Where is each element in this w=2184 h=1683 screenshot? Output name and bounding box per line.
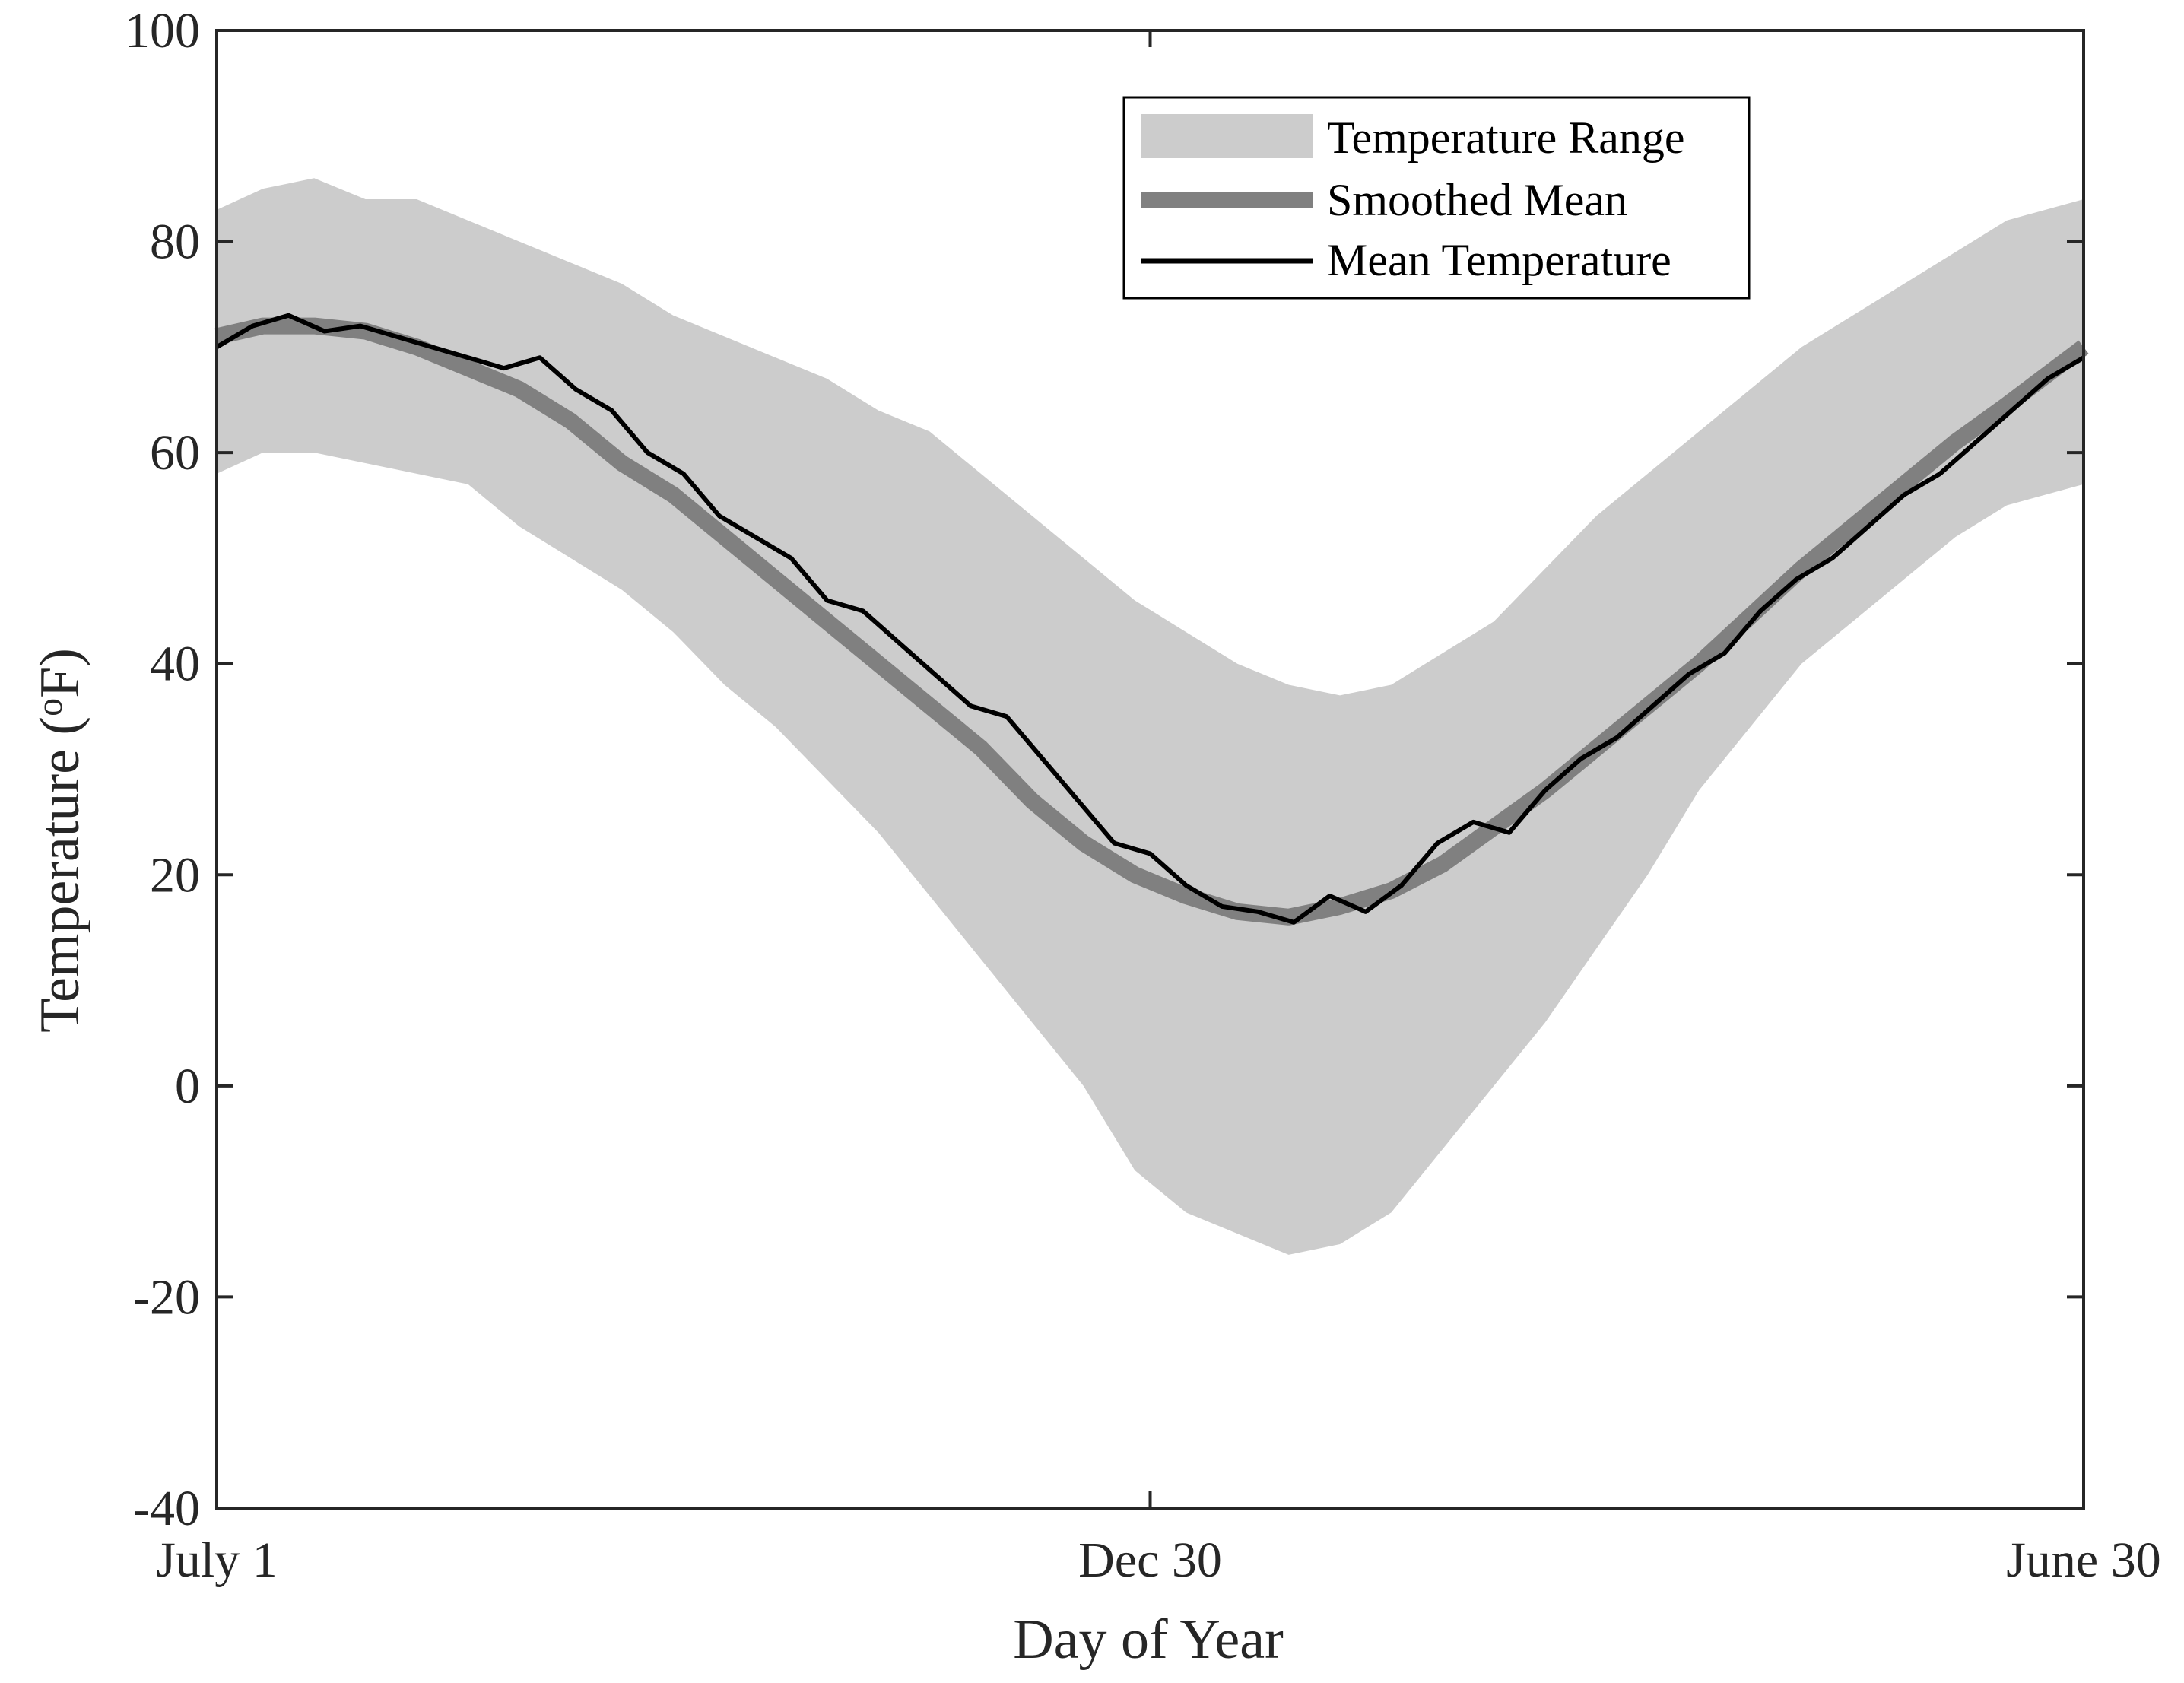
mean-temperature-line: [215, 313, 2085, 925]
legend-swatch-range: [1141, 114, 1313, 158]
x-tick-label: July 1: [156, 1532, 278, 1588]
legend-label-smoothed: Smoothed Mean: [1327, 175, 1627, 225]
x-tick-label: June 30: [2006, 1532, 2160, 1588]
y-axis-title-unit: F): [29, 648, 91, 698]
y-tick-label: 40: [150, 637, 200, 692]
y-tick-label: 0: [175, 1059, 200, 1114]
smoothed-mean-line: [214, 317, 2089, 926]
y-tick-label: 80: [150, 214, 200, 270]
y-tick-label: 60: [150, 425, 200, 481]
temperature-range-band: [217, 178, 2084, 1255]
y-tick-label: -20: [133, 1269, 200, 1325]
y-axis-title-main: Temperature (: [29, 716, 91, 1033]
y-axis-ticks: -40 -20 0 20 40 60 80 100: [125, 3, 2084, 1536]
legend-swatch-smoothed: [1141, 192, 1313, 208]
y-tick-label: -40: [133, 1481, 200, 1536]
legend: Temperature Range Smoothed Mean Mean Tem…: [1122, 96, 1751, 300]
y-axis-title: Temperature (oF): [29, 648, 91, 1033]
plot-area: [214, 178, 2089, 1255]
x-tick-label: Dec 30: [1078, 1532, 1222, 1588]
y-tick-label: 20: [150, 847, 200, 903]
x-axis-title: Day of Year: [1013, 1608, 1284, 1671]
x-axis-ticks: July 1 Dec 30 June 30: [156, 30, 2161, 1588]
y-tick-label: 100: [125, 3, 200, 59]
y-axis-title-superscript: o: [30, 698, 70, 716]
legend-label-mean: Mean Temperature: [1327, 235, 1671, 285]
legend-label-range: Temperature Range: [1327, 113, 1685, 163]
